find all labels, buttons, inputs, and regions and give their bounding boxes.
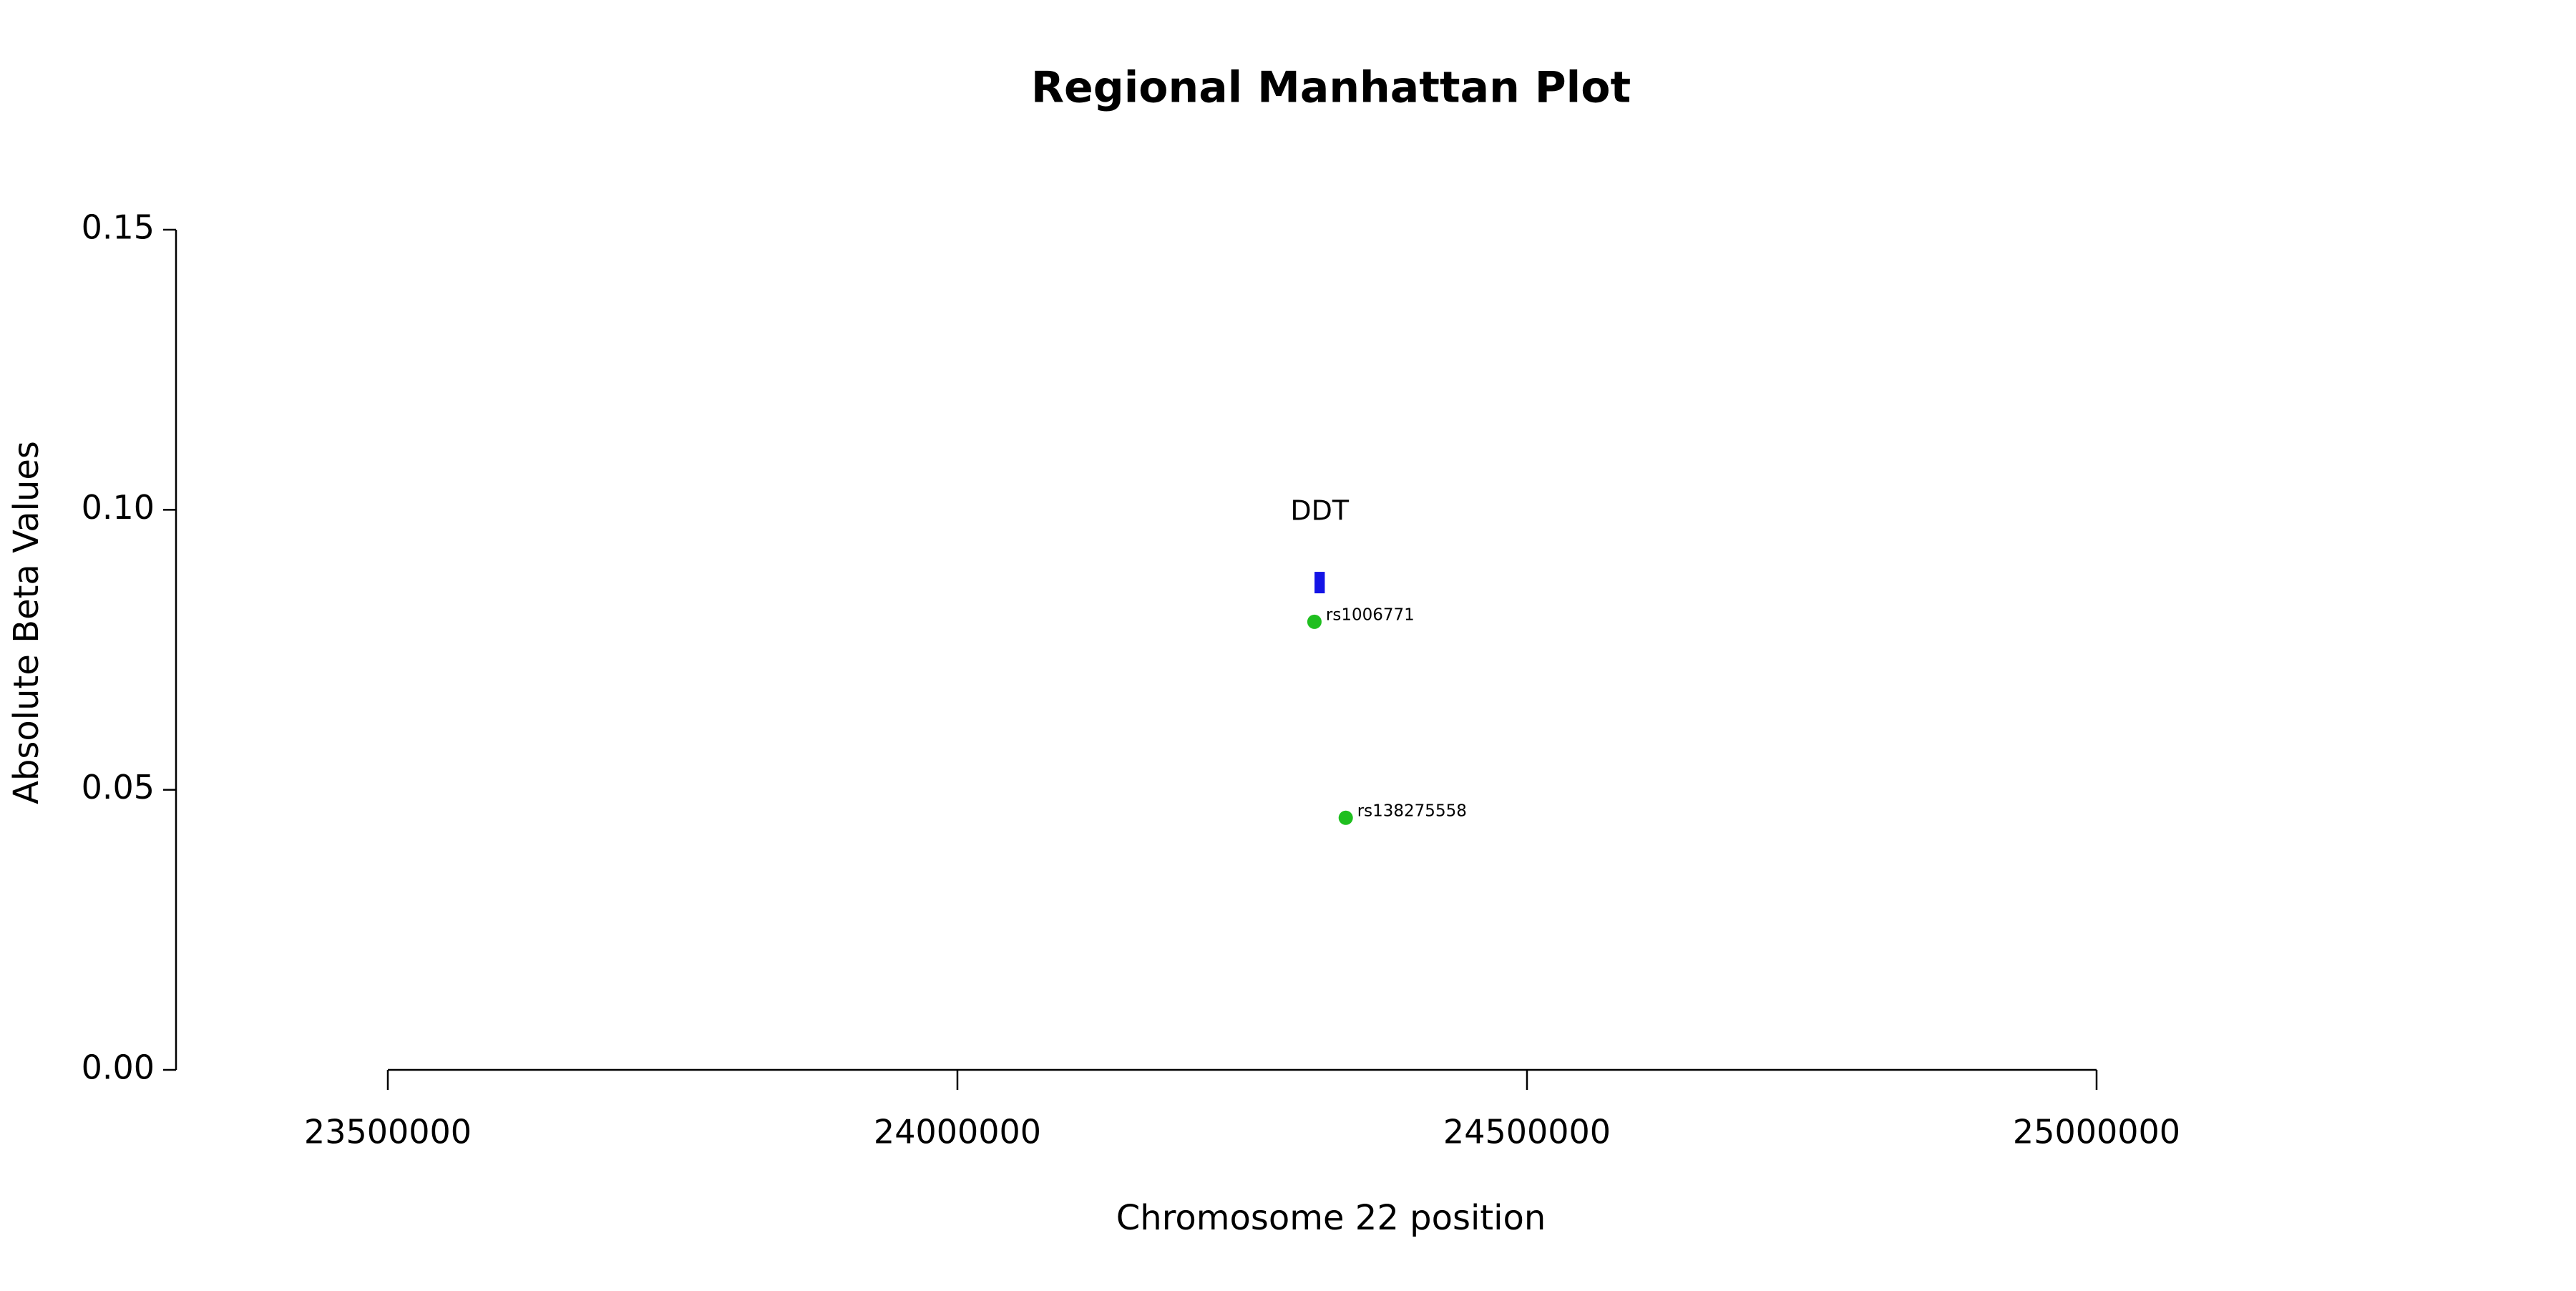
x-tick-label: 25000000	[2013, 1113, 2180, 1151]
point	[1338, 810, 1353, 825]
gene	[1314, 572, 1325, 594]
point-label: rs138275558	[1357, 802, 1467, 820]
y-tick-label: 0.15	[82, 208, 155, 247]
point-label: rs1006771	[1326, 605, 1415, 624]
point	[1307, 614, 1322, 629]
gene-label: DDT	[1290, 495, 1350, 527]
x-axis-label: Chromosome 22 position	[1116, 1198, 1546, 1238]
y-axis-label: Absolute Beta Values	[6, 441, 47, 804]
x-tick-label: 24000000	[874, 1113, 1041, 1151]
chart-title: Regional Manhattan Plot	[1031, 63, 1631, 113]
y-tick-label: 0.00	[82, 1048, 155, 1087]
x-tick-label: 23500000	[304, 1113, 472, 1151]
y-tick-label: 0.10	[82, 488, 155, 527]
y-tick-label: 0.05	[82, 768, 155, 807]
x-tick-label: 24500000	[1443, 1113, 1611, 1151]
